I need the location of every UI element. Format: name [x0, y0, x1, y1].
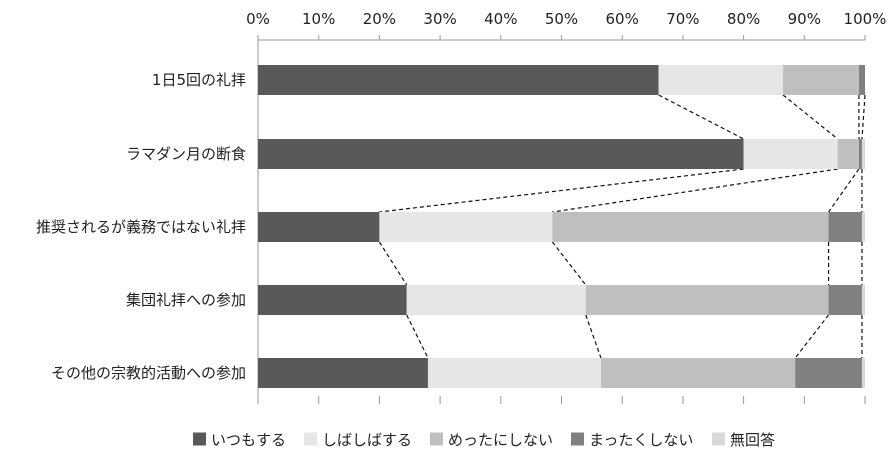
bar-segment-5: [861, 285, 865, 315]
x-axis: 0% 10% 20% 30% 40% 50% 60% 70% 80% 90% 100%: [246, 10, 886, 404]
x-tick-label: 90%: [788, 10, 821, 28]
connector-line: [406, 314, 429, 359]
x-tick-label: 20%: [363, 10, 396, 28]
x-tick-label: 100%: [844, 10, 887, 28]
bar-segment-3: [600, 358, 796, 388]
connector-line: [794, 314, 830, 359]
x-tick-label: 50%: [545, 10, 578, 28]
bar-segment-1: [258, 139, 744, 169]
bar-segment-2: [743, 139, 838, 169]
bar-segment-4: [795, 358, 862, 388]
bars: [258, 65, 865, 388]
x-tick-label: 30%: [423, 10, 456, 28]
x-tick-label: 40%: [484, 10, 517, 28]
category-labels: 1日5回の礼拝ラマダン月の断食推奨されるが義務ではない礼拝集団礼拝への参加その他…: [36, 71, 246, 382]
series-connector-lines: [378, 94, 866, 359]
category-label: 1日5回の礼拝: [152, 71, 246, 89]
connector-line: [551, 241, 587, 286]
bar-segment-3: [783, 65, 859, 95]
legend-label-3: めったにしない: [448, 431, 553, 449]
x-tick-label: 10%: [302, 10, 335, 28]
bar-segment-2: [406, 285, 586, 315]
bar-segment-2: [379, 212, 553, 242]
category-label: 集団礼拝への参加: [126, 291, 246, 309]
connector-line: [828, 168, 860, 213]
bar-segment-2: [658, 65, 784, 95]
legend-label-1: いつもする: [211, 431, 286, 449]
bar-segment-3: [585, 285, 829, 315]
bar-segment-1: [258, 65, 659, 95]
bar-segment-2: [427, 358, 601, 388]
connector-line: [861, 94, 866, 140]
legend-swatch-3: [430, 432, 443, 446]
bar-segment-1: [258, 212, 380, 242]
bar-segment-4: [858, 65, 865, 95]
x-tick-label: 0%: [246, 10, 270, 28]
legend-swatch-2: [304, 432, 317, 446]
legend-swatch-1: [193, 432, 206, 446]
bar-segment-1: [258, 285, 407, 315]
legend-label-4: まったくしない: [589, 431, 693, 449]
connector-line: [379, 168, 744, 213]
bar-segment-5: [861, 139, 865, 169]
bar-segment-1: [258, 358, 428, 388]
category-label: ラマダン月の断食: [126, 145, 246, 163]
bar-segment-4: [858, 139, 862, 169]
bar-segment-5: [861, 358, 865, 388]
legend: いつもする しばしばする めったにしない まったくしない 無回答: [193, 431, 775, 449]
bar-segment-3: [552, 212, 829, 242]
bar-segment-3: [837, 139, 859, 169]
legend-swatch-4: [571, 432, 584, 446]
connector-line: [552, 168, 838, 213]
category-label: 推奨されるが義務ではない礼拝: [36, 218, 246, 236]
bar-segment-4: [828, 285, 862, 315]
category-label: その他の宗教的活動への参加: [51, 364, 246, 382]
bar-segment-4: [828, 212, 862, 242]
connector-line: [378, 241, 408, 286]
legend-label-5: 無回答: [730, 431, 775, 449]
bar-segment-5: [861, 212, 865, 242]
x-tick-label: 70%: [666, 10, 699, 28]
legend-swatch-5: [712, 432, 725, 446]
legend-label-2: しばしばする: [322, 431, 412, 449]
x-tick-label: 80%: [727, 10, 760, 28]
x-tick-label: 60%: [606, 10, 639, 28]
connector-line: [658, 94, 744, 140]
connector-line: [585, 314, 602, 359]
connector-line: [782, 94, 839, 140]
